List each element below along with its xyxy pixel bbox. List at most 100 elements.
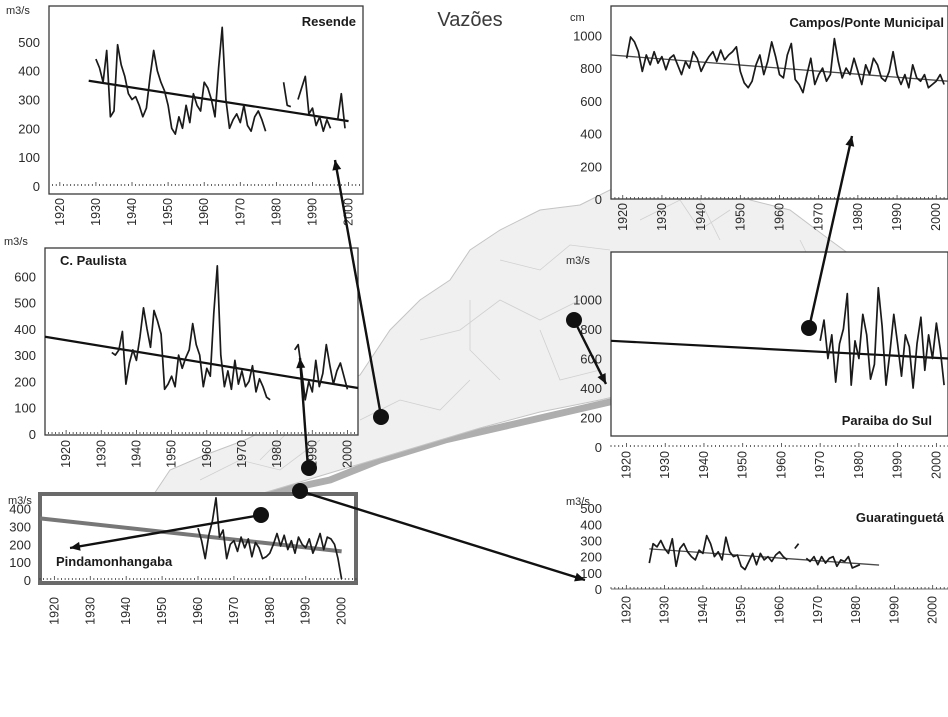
- resende-x-tick-label: 1930: [89, 198, 103, 226]
- cpaulista-x-tick-label: 2000: [340, 440, 354, 468]
- campos-trend-line: [610, 54, 948, 82]
- cpaulista-y-tick-label: 500: [14, 296, 36, 311]
- campos-y-tick-label: 400: [580, 127, 602, 142]
- station-pointers: [69, 135, 855, 582]
- pindamonhangaba-x-tick-label: 1980: [263, 597, 277, 625]
- resende-series-line: [95, 26, 267, 135]
- campos-pointer-line: [807, 135, 854, 329]
- paraiba-trend-line: [610, 339, 948, 360]
- campos-y-tick-label: 800: [580, 61, 602, 76]
- paraiba-x-tick-label: 1990: [891, 451, 905, 479]
- resende-y-tick-label: 100: [18, 150, 40, 165]
- resende-x-tick-label: 1950: [161, 198, 175, 226]
- cpaulista-pointer-arrowhead: [296, 358, 306, 369]
- figure-title: Vazões: [437, 9, 502, 31]
- resende-y-tick-label: 200: [18, 121, 40, 136]
- cpaulista-y-tick-label: 200: [14, 374, 36, 389]
- cpaulista-x-tick-label: 1920: [59, 440, 73, 468]
- resende-x-tick-label: 1960: [197, 198, 211, 226]
- paraiba-station-title: Paraiba do Sul: [842, 413, 932, 428]
- paraiba-x-tick-label: 1940: [697, 451, 711, 479]
- paraiba-x-tick-label: 1930: [658, 451, 672, 479]
- guaratingueta-x-tick-label: 1930: [658, 596, 672, 624]
- pindamonhangaba-pointer-line: [69, 513, 262, 550]
- pindamonhangaba-series-line: [197, 496, 343, 580]
- pindamonhangaba-y-tick-label: 100: [9, 555, 31, 570]
- paraiba-x-tick-label: 1950: [736, 451, 750, 479]
- guaratingueta-pointer-line: [299, 489, 586, 582]
- cpaulista-y-tick-label: 300: [14, 348, 36, 363]
- chart-pindamonhangaba: 0 100 200 300 400 1920 1930 1940 1950 1960 1970 198…: [8, 492, 358, 625]
- campos-x-tick-label: 1940: [694, 203, 708, 231]
- guaratingueta-y-tick-label: 500: [580, 501, 602, 516]
- resende-series-line: [282, 82, 292, 108]
- guaratingueta-series-line: [805, 555, 861, 569]
- resende-series-line: [336, 92, 346, 129]
- pindamonhangaba-station-marker: [253, 507, 269, 523]
- cpaulista-x-tick-label: 1940: [129, 440, 143, 468]
- guaratingueta-pointer-arrowhead: [574, 572, 585, 582]
- pindamonhangaba-unit-label: m3/s: [8, 495, 32, 507]
- paraiba-series-line: [819, 286, 945, 389]
- cpaulista-series-line: [293, 343, 349, 401]
- campos-series-line: [625, 36, 945, 94]
- guaratingueta-x-tick-label: 1940: [696, 596, 710, 624]
- campos-x-tick-label: 2000: [929, 203, 943, 231]
- campos-y-tick-label: 0: [595, 192, 602, 207]
- paraiba-x-tick-label: 2000: [929, 451, 943, 479]
- pindamonhangaba-x-tick-label: 2000: [335, 597, 349, 625]
- paraiba-pointer-line: [572, 319, 608, 385]
- guaratingueta-x-tick-label: 1920: [619, 596, 633, 624]
- chart-campos-ponte-municipal: 0 200 400 600 800 1000 1920 1930 1940 1950 1960 197…: [570, 5, 948, 231]
- cpaulista-unit-label: m3/s: [4, 236, 28, 248]
- resende-unit-label: m3/s: [6, 5, 30, 17]
- guaratingueta-y-tick-label: 100: [580, 566, 602, 581]
- campos-x-tick-label: 1980: [851, 203, 865, 231]
- campos-x-tick-label: 1920: [616, 203, 630, 231]
- resende-x-tick-label: 1970: [233, 198, 247, 226]
- resende-y-tick-label: 500: [18, 35, 40, 50]
- guaratingueta-series-line: [648, 534, 788, 571]
- pindamonhangaba-y-tick-label: 300: [9, 519, 31, 534]
- pindamonhangaba-x-tick-label: 1940: [119, 597, 133, 625]
- pindamonhangaba-y-tick-label: 0: [24, 573, 31, 588]
- campos-pointer-arrowhead: [845, 136, 855, 147]
- pindamonhangaba-trend-line: [39, 516, 342, 554]
- cpaulista-y-tick-label: 100: [14, 401, 36, 416]
- pindamonhangaba-x-tick-label: 1990: [299, 597, 313, 625]
- resende-trend-line: [88, 79, 349, 123]
- campos-x-tick-label: 1930: [655, 203, 669, 231]
- paraiba-pointer-arrowhead: [597, 373, 606, 384]
- resende-y-tick-label: 400: [18, 64, 40, 79]
- cpaulista-y-tick-label: 0: [29, 427, 36, 442]
- paraiba-x-tick-label: 1960: [774, 451, 788, 479]
- resende-station-marker: [373, 409, 389, 425]
- guaratingueta-y-tick-label: 300: [580, 533, 602, 548]
- resende-y-tick-label: 300: [18, 93, 40, 108]
- campos-station-title: Campos/Ponte Municipal: [789, 15, 944, 30]
- resende-station-title: Resende: [302, 14, 356, 29]
- campos-station-marker: [801, 320, 817, 336]
- guaratingueta-station-marker: [292, 483, 308, 499]
- guaratingueta-unit-label: m3/s: [566, 496, 590, 508]
- campos-y-tick-label: 600: [580, 94, 602, 109]
- paraiba-x-tick-label: 1980: [852, 451, 866, 479]
- resende-series-line: [297, 75, 332, 133]
- resende-pointer-arrowhead: [332, 160, 342, 171]
- cpaulista-x-tick-label: 1970: [235, 440, 249, 468]
- pindamonhangaba-x-tick-label: 1960: [191, 597, 205, 625]
- campos-y-tick-label: 200: [580, 159, 602, 174]
- paraiba-y-tick-label: 1000: [573, 293, 602, 308]
- cpaulista-series-line: [111, 264, 271, 401]
- campos-x-tick-label: 1950: [733, 203, 747, 231]
- chart-resende: 0 100 200 300 400 500 1920 1930 1940 1950 1960 1970…: [6, 5, 364, 226]
- paraiba-y-tick-label: 0: [595, 440, 602, 455]
- guaratingueta-x-tick-label: 1960: [773, 596, 787, 624]
- paraiba-y-tick-label: 800: [580, 322, 602, 337]
- guaratingueta-station-title: Guaratinguetá: [856, 510, 945, 525]
- resende-x-tick-label: 1980: [269, 198, 283, 226]
- resende-x-tick-label: 1990: [305, 198, 319, 226]
- cpaulista-x-tick-label: 1960: [200, 440, 214, 468]
- guaratingueta-y-tick-label: 400: [580, 517, 602, 532]
